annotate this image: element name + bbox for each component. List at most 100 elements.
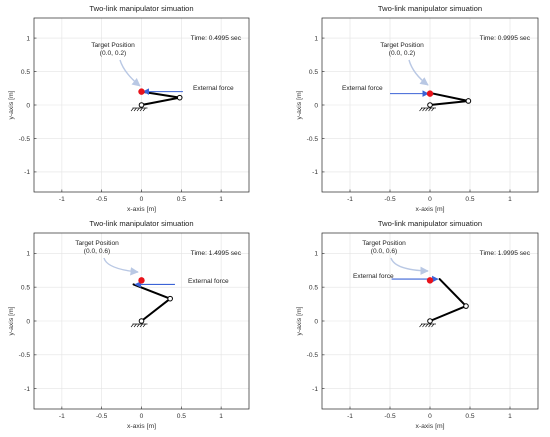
x-axis-label: x-axis [m] <box>415 206 444 213</box>
x-tick-label: 0.5 <box>177 196 186 203</box>
link-2 <box>132 283 172 300</box>
y-axis-label: y-axis [m] <box>296 90 303 119</box>
link-2 <box>429 91 470 102</box>
x-tick-label: 0 <box>140 413 144 420</box>
y-tick-label: 0.5 <box>309 284 318 291</box>
y-tick-label: -1 <box>312 169 318 176</box>
ground-hatch <box>136 323 140 328</box>
y-tick-label: -1 <box>312 386 318 393</box>
ground-hatch <box>133 323 137 328</box>
ground-hatch <box>419 323 423 328</box>
link-1 <box>140 297 172 322</box>
y-tick-label: -1 <box>24 169 30 176</box>
external-force-label: External force <box>353 273 394 280</box>
y-tick-label: 1 <box>314 251 318 258</box>
ground-hatch <box>139 323 143 328</box>
y-tick-label: -0.5 <box>307 352 319 359</box>
target-coords-label: (0.0, 0.6) <box>84 248 110 255</box>
link-1 <box>429 305 467 322</box>
time-readout: Time: 0.9995 sec <box>480 35 531 42</box>
x-tick-label: 1 <box>219 196 223 203</box>
y-tick-label: 1 <box>26 251 30 258</box>
x-tick-label: 1 <box>219 413 223 420</box>
x-tick-label: -1 <box>59 413 65 420</box>
base-joint <box>427 318 433 324</box>
panel-title: Two-link manipulator simuation <box>378 219 482 228</box>
time-readout: Time: 1.4995 sec <box>191 250 242 257</box>
target-position-label: Target Position <box>75 240 119 247</box>
external-force-label: External force <box>342 85 383 92</box>
ground-hatch <box>419 107 423 112</box>
target-coords-label: (0.0, 0.2) <box>389 50 415 57</box>
x-tick-label: 0.5 <box>177 413 186 420</box>
y-tick-label: 0 <box>26 318 30 325</box>
y-axis-label: y-axis [m] <box>8 90 15 119</box>
time-readout: Time: 1.9995 sec <box>480 250 531 257</box>
ground-hatch <box>422 107 426 112</box>
ground-hatch <box>431 107 435 112</box>
x-tick-label: 0 <box>428 413 432 420</box>
x-tick-label: -0.5 <box>384 413 396 420</box>
panel-title: Two-link manipulator simuation <box>89 4 193 13</box>
y-tick-label: -0.5 <box>19 136 31 143</box>
target-position-label: Target Position <box>362 240 406 247</box>
panel-title: Two-link manipulator simuation <box>378 4 482 13</box>
ground-hatch <box>422 323 426 328</box>
y-tick-label: -1 <box>24 386 30 393</box>
ground-hatch <box>428 323 432 328</box>
ground-hatch <box>130 107 134 112</box>
x-tick-label: -1 <box>59 196 65 203</box>
y-axis-label: y-axis [m] <box>296 306 303 335</box>
base-joint <box>427 102 433 108</box>
y-axis-label: y-axis [m] <box>8 306 15 335</box>
target-callout-arrow <box>103 257 139 276</box>
external-force-label: External force <box>193 85 234 92</box>
target-position-label: Target Position <box>380 42 424 49</box>
y-tick-label: 1 <box>26 35 30 42</box>
elbow-joint <box>176 94 183 101</box>
x-tick-label: -0.5 <box>96 196 108 203</box>
link-1 <box>429 99 470 106</box>
panel-1: -1 -0.5 0 0.5 1 -1 -0.5 0 0.5 1 Two-link manipulat… <box>8 4 250 213</box>
ground-hatch <box>425 323 429 328</box>
x-tick-label: 1 <box>508 413 512 420</box>
ground-hatch <box>136 107 140 112</box>
y-tick-label: 0.5 <box>309 69 318 76</box>
panel-4: -1 -0.5 0 0.5 1 -1 -0.5 0 0.5 1 Two-link manipulat… <box>296 219 539 430</box>
x-tick-label: -0.5 <box>96 413 108 420</box>
x-tick-label: 1 <box>508 196 512 203</box>
base-joint <box>138 102 145 108</box>
target-point <box>426 277 434 284</box>
panel-3: -1 -0.5 0 0.5 1 -1 -0.5 0 0.5 1 Two-link manipulat… <box>8 219 250 430</box>
panel-title: Two-link manipulator simuation <box>89 219 193 228</box>
y-tick-label: 0 <box>314 318 318 325</box>
target-coords-label: (0.0, 0.6) <box>371 248 397 255</box>
ground-hatch <box>142 107 146 112</box>
y-tick-label: 0.5 <box>21 69 30 76</box>
x-axis-label: x-axis [m] <box>127 206 156 213</box>
link-2 <box>438 278 467 308</box>
elbow-joint <box>167 295 173 302</box>
y-tick-label: 0 <box>314 102 318 109</box>
link-1 <box>140 96 181 106</box>
elbow-joint <box>465 98 472 104</box>
target-callout-arrow <box>408 59 429 86</box>
y-tick-label: 1 <box>314 35 318 42</box>
x-tick-label: -1 <box>347 196 353 203</box>
panel-2: -1 -0.5 0 0.5 1 -1 -0.5 0 0.5 1 Two-link manipulat… <box>296 4 539 213</box>
target-callout-arrow <box>390 257 429 275</box>
x-tick-label: 0 <box>140 196 144 203</box>
target-coords-label: (0.0, 0.2) <box>100 50 126 57</box>
y-tick-label: -0.5 <box>307 136 319 143</box>
x-tick-label: -0.5 <box>384 196 396 203</box>
link-2 <box>140 90 181 99</box>
x-axis-label: x-axis [m] <box>415 423 444 430</box>
target-point <box>426 90 434 97</box>
x-tick-label: 0.5 <box>465 196 474 203</box>
ground-hatch <box>428 107 432 112</box>
elbow-joint <box>463 303 469 309</box>
ground-hatch <box>425 107 429 112</box>
x-tick-label: 0.5 <box>465 413 474 420</box>
y-tick-label: 0.5 <box>21 284 30 291</box>
